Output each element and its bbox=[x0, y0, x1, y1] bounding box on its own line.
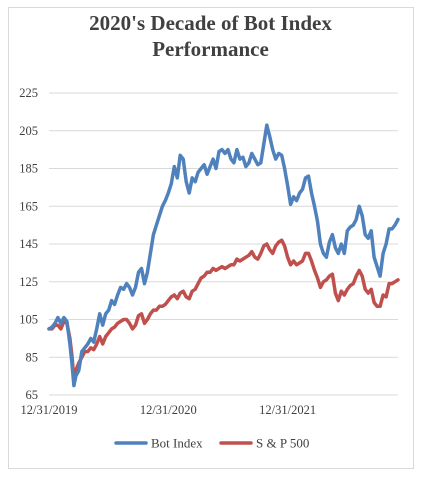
y-tick-label: 185 bbox=[19, 162, 38, 176]
y-tick-label: 105 bbox=[19, 313, 38, 327]
gridlines bbox=[49, 92, 398, 396]
series-lines bbox=[47, 123, 400, 388]
y-tick-label: 205 bbox=[19, 124, 38, 138]
legend-item: Bot Index bbox=[114, 436, 203, 451]
chart-title-line-2: Performance bbox=[152, 37, 269, 61]
y-tick-label: 85 bbox=[26, 350, 39, 364]
x-tick-label: 12/31/2021 bbox=[259, 403, 316, 417]
x-axis-ticks: 12/31/2019 12/31/2020 12/31/2021 bbox=[21, 403, 317, 417]
legend: Bot Index S & P 500 bbox=[114, 436, 309, 451]
chart-title-line-1: 2020's Decade of Bot Index bbox=[89, 11, 332, 35]
y-tick-label: 165 bbox=[19, 199, 38, 213]
legend-label: Bot Index bbox=[151, 436, 203, 451]
legend-label: S & P 500 bbox=[256, 436, 309, 451]
y-tick-label: 65 bbox=[26, 388, 39, 402]
bot-index-line bbox=[47, 123, 400, 388]
y-axis-ticks: 225 205 185 165 145 125 105 85 65 bbox=[19, 86, 38, 402]
x-tick-label: 12/31/2020 bbox=[140, 403, 197, 417]
y-tick-label: 125 bbox=[19, 275, 38, 289]
x-tick-label: 12/31/2019 bbox=[21, 403, 78, 417]
y-tick-label: 145 bbox=[19, 237, 38, 251]
legend-item: S & P 500 bbox=[219, 436, 309, 451]
y-tick-label: 225 bbox=[19, 86, 38, 100]
sp500-line bbox=[47, 238, 400, 380]
chart-title: 2020's Decade of Bot Index Performance bbox=[0, 10, 421, 62]
